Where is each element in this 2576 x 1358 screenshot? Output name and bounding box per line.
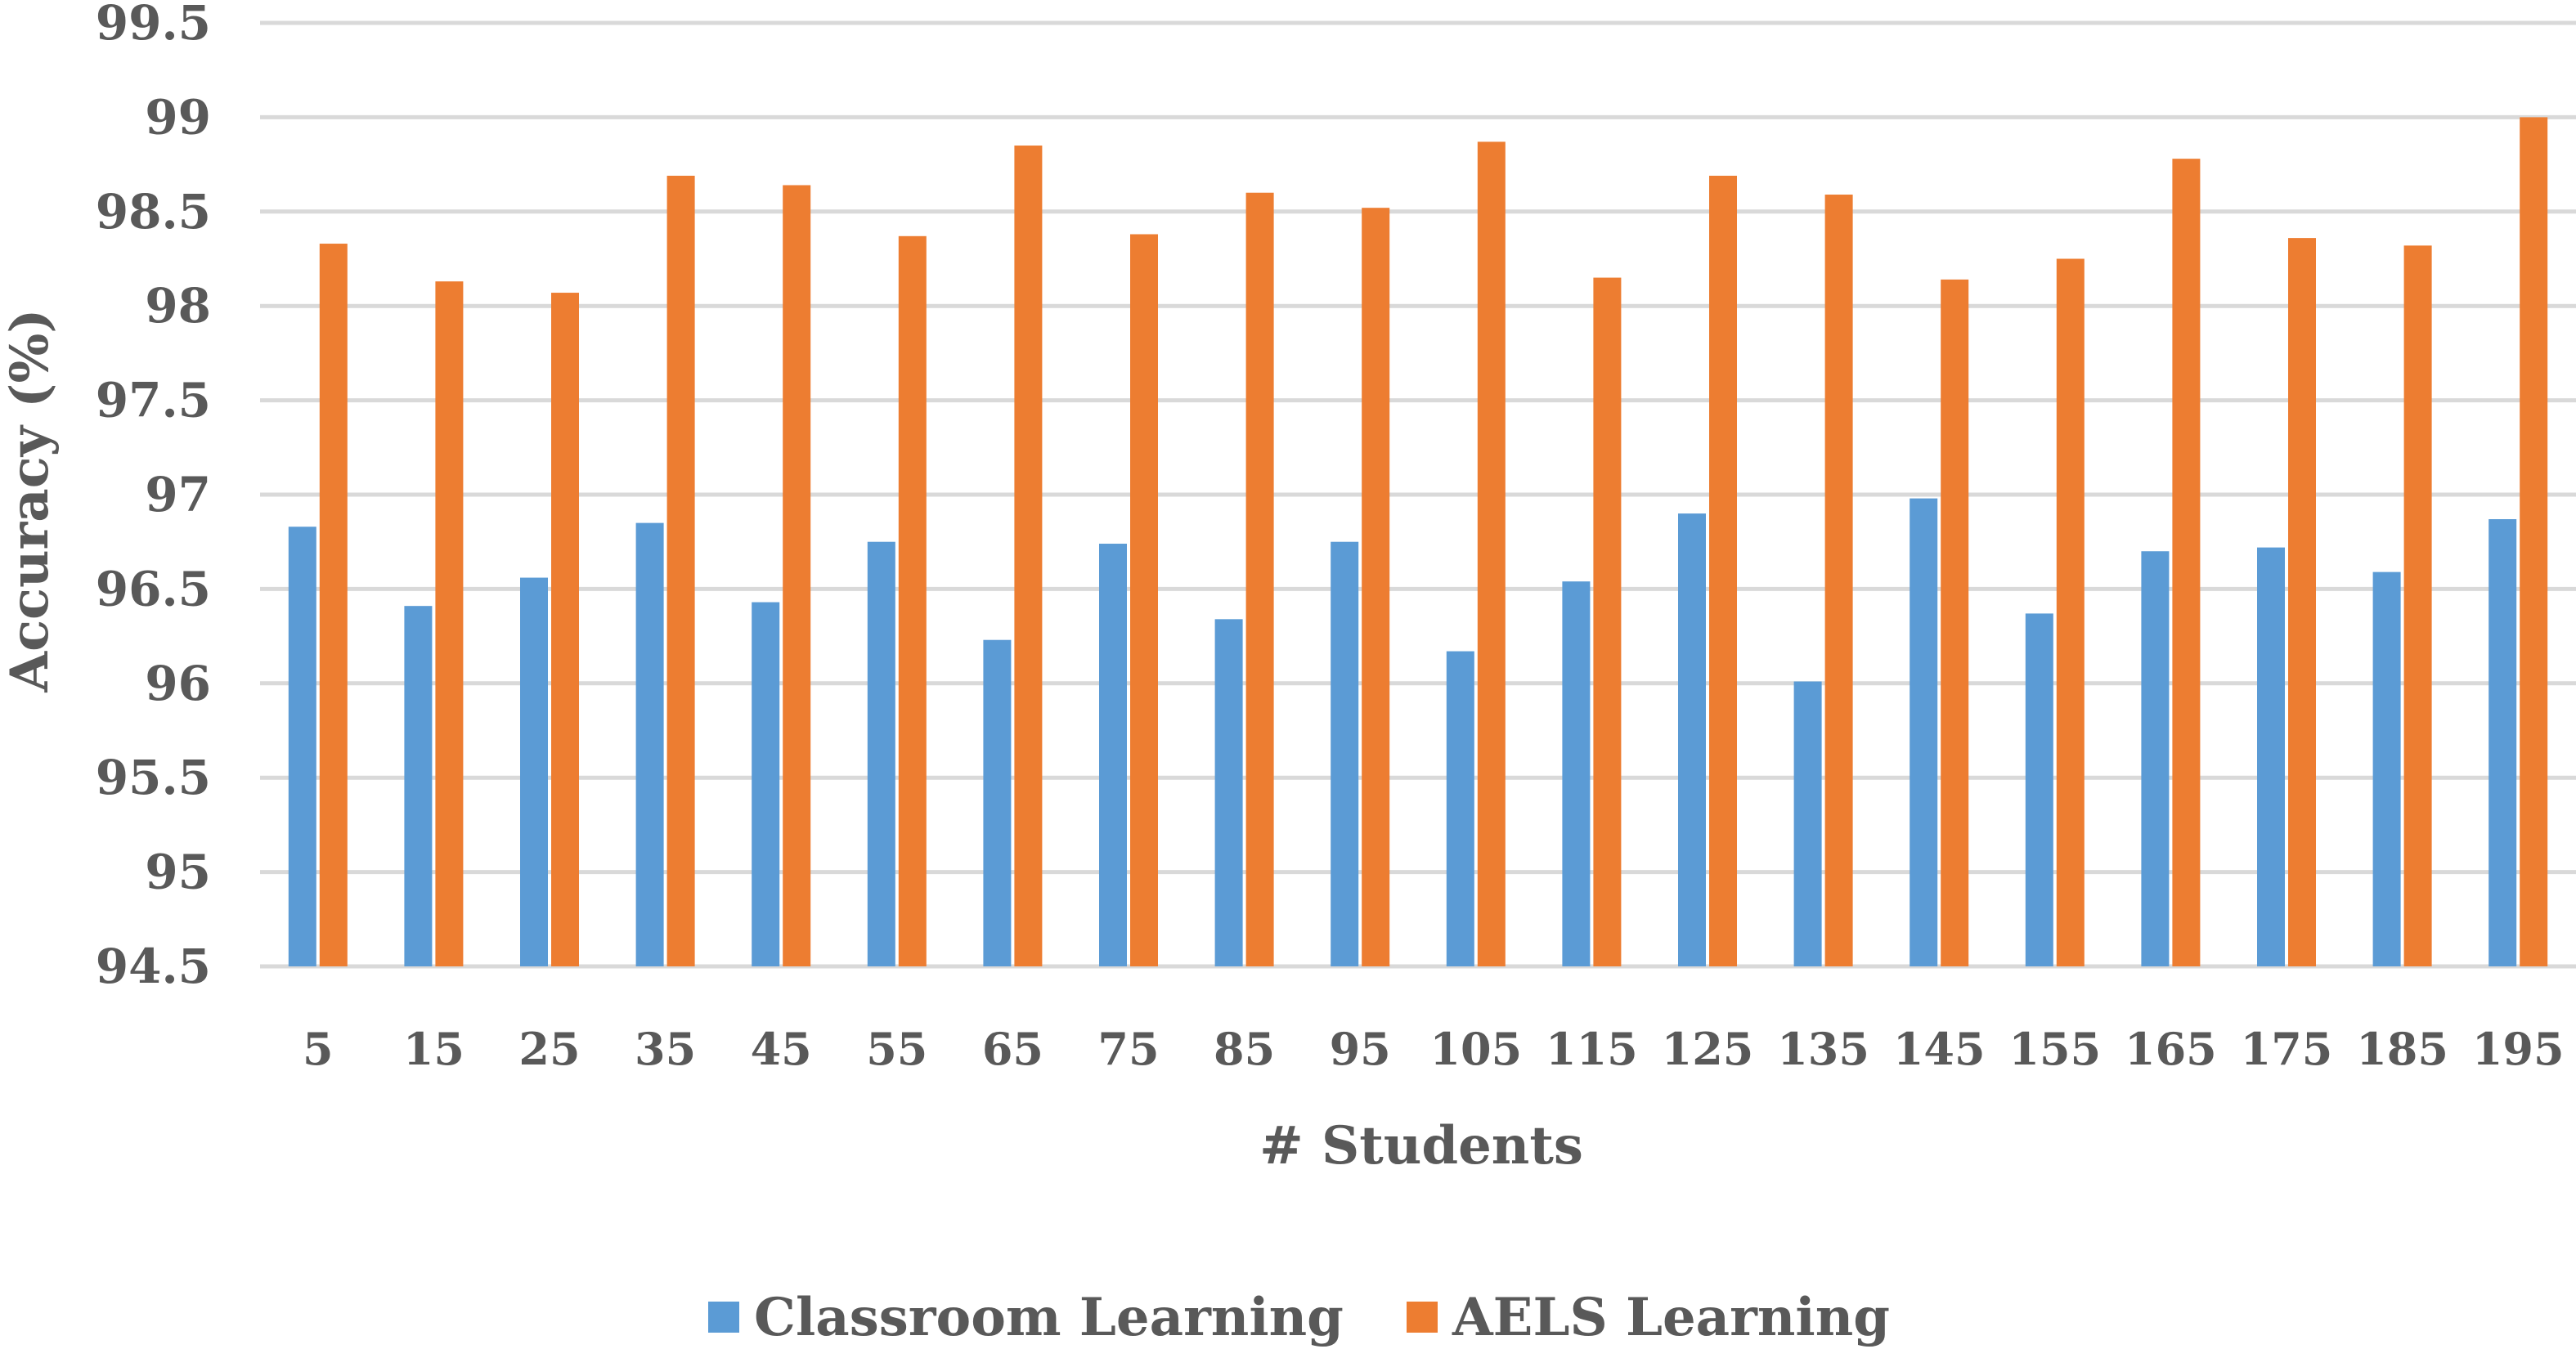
- x-tick-label: 95: [1330, 1023, 1391, 1075]
- bar-aels-learning-145: [1941, 279, 1969, 966]
- x-tick-label: 15: [403, 1023, 464, 1075]
- bar-classroom-learning-145: [1910, 498, 1938, 966]
- x-tick-label: 105: [1429, 1023, 1522, 1075]
- bar-classroom-learning-195: [2488, 519, 2517, 966]
- x-tick-label: 185: [2356, 1023, 2448, 1075]
- x-tick-label: 115: [1546, 1023, 1638, 1075]
- x-tick-label: 75: [1097, 1023, 1159, 1075]
- bar-aels-learning-25: [551, 293, 579, 966]
- legend: Classroom Learning AELS Learning: [708, 1287, 1890, 1348]
- bar-classroom-learning-55: [867, 541, 895, 966]
- y-tick-label: 95: [145, 845, 211, 900]
- x-tick-label: 45: [751, 1023, 812, 1075]
- bar-classroom-learning-85: [1214, 619, 1243, 966]
- bar-classroom-learning-185: [2372, 571, 2401, 966]
- bar-aels-learning-35: [666, 175, 695, 966]
- y-tick-label: 97: [145, 467, 211, 522]
- bar-aels-learning-165: [2172, 159, 2201, 966]
- bar-classroom-learning-5: [288, 527, 316, 966]
- y-axis-ticks: 94.5 95 95.5 96 96.5 97 97.5 98 98.5 99 99.5: [96, 0, 211, 994]
- bar-classroom-learning-105: [1446, 651, 1474, 966]
- y-tick-label: 98.5: [96, 184, 211, 240]
- x-tick-label: 55: [866, 1023, 927, 1075]
- y-tick-label: 99: [145, 89, 211, 145]
- y-tick-label: 96: [145, 656, 211, 711]
- bar-aels-learning-185: [2403, 245, 2432, 966]
- bar-aels-learning-135: [1824, 195, 1853, 966]
- x-tick-label: 175: [2241, 1023, 2333, 1075]
- y-tick-label: 95.5: [96, 750, 211, 805]
- y-tick-label: 96.5: [96, 561, 211, 616]
- bar-classroom-learning-155: [2025, 613, 2053, 966]
- bar-aels-learning-155: [2056, 258, 2085, 966]
- bar-classroom-learning-45: [752, 602, 780, 966]
- bar-classroom-learning-25: [520, 577, 548, 966]
- x-axis-ticks: 5 15 25 35 45 55 65 75 85 95 105 115 125 135 145 155 165…: [303, 1023, 2565, 1075]
- bar-aels-learning-15: [435, 281, 464, 966]
- x-tick-label: 5: [303, 1023, 334, 1075]
- bar-classroom-learning-115: [1562, 581, 1591, 966]
- bar-classroom-learning-75: [1099, 544, 1127, 966]
- bar-aels-learning-65: [1014, 146, 1043, 966]
- x-axis-title: # Students: [1259, 1115, 1583, 1176]
- y-tick-label: 94.5: [96, 939, 211, 994]
- y-tick-label: 99.5: [96, 0, 211, 51]
- bar-classroom-learning-165: [2141, 551, 2170, 966]
- bar-aels-learning-195: [2520, 117, 2548, 966]
- x-tick-label: 195: [2472, 1023, 2565, 1075]
- x-tick-label: 25: [518, 1023, 580, 1075]
- bar-classroom-learning-35: [635, 522, 664, 966]
- x-tick-label: 125: [1662, 1023, 1754, 1075]
- bar-aels-learning-5: [319, 244, 348, 966]
- bar-aels-learning-115: [1593, 277, 1622, 967]
- x-tick-label: 165: [2125, 1023, 2217, 1075]
- legend-label-aels-learning: AELS Learning: [1452, 1287, 1890, 1348]
- legend-swatch-classroom-learning: [708, 1302, 739, 1333]
- y-axis-title: Accuracy (%): [0, 308, 61, 692]
- x-tick-label: 135: [1777, 1023, 1869, 1075]
- legend-label-classroom-learning: Classroom Learning: [754, 1287, 1344, 1348]
- x-tick-label: 65: [982, 1023, 1043, 1075]
- bar-aels-learning-85: [1245, 192, 1274, 967]
- bar-aels-learning-95: [1362, 208, 1390, 966]
- y-tick-label: 98: [145, 278, 211, 334]
- bar-aels-learning-175: [2288, 238, 2316, 966]
- bars: [288, 117, 2548, 967]
- y-tick-label: 97.5: [96, 373, 211, 428]
- bar-aels-learning-45: [783, 185, 811, 966]
- bar-classroom-learning-135: [1793, 681, 1822, 966]
- bar-classroom-learning-125: [1678, 513, 1706, 966]
- bar-classroom-learning-175: [2257, 547, 2285, 966]
- x-tick-label: 145: [1893, 1023, 1986, 1075]
- x-tick-label: 35: [635, 1023, 696, 1075]
- x-tick-label: 85: [1214, 1023, 1275, 1075]
- legend-swatch-aels-learning: [1407, 1302, 1438, 1333]
- bar-classroom-learning-15: [404, 606, 433, 966]
- bar-aels-learning-105: [1477, 141, 1506, 967]
- bar-aels-learning-55: [898, 235, 927, 967]
- bar-classroom-learning-95: [1331, 541, 1359, 966]
- bar-aels-learning-125: [1709, 175, 1737, 966]
- gridlines: [260, 20, 2576, 969]
- bar-classroom-learning-65: [983, 639, 1012, 966]
- x-tick-label: 155: [2008, 1023, 2101, 1075]
- bar-aels-learning-75: [1130, 234, 1158, 967]
